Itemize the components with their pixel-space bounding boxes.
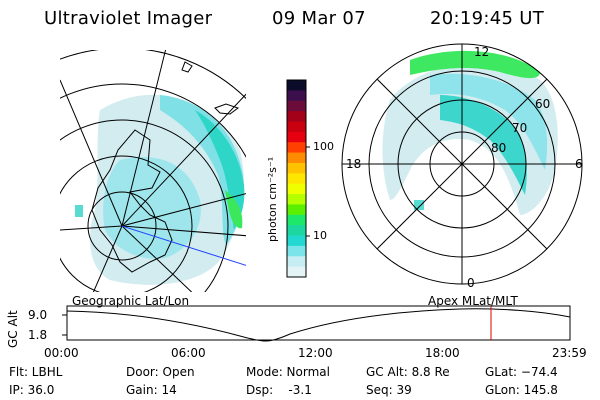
timeline-title-left: Geographic Lat/Lon <box>72 294 190 308</box>
colorbar-band <box>287 131 306 143</box>
timeline-xtick-1200: 12:00 <box>298 346 333 360</box>
colorbar-tick-100: 100 <box>313 140 334 153</box>
mlat-label-60: 60 <box>535 97 551 111</box>
colorbar-band <box>287 111 306 123</box>
colorbar-band <box>287 245 306 257</box>
aurora-emission-geo <box>75 94 245 285</box>
timeline-xtick-1800: 18:00 <box>425 346 460 360</box>
status-filter: Flt: LBHL <box>9 365 63 379</box>
colorbar-band <box>287 204 306 216</box>
colorbar-band <box>287 256 306 268</box>
colorbar-band <box>287 214 306 226</box>
colorbar-band <box>287 173 306 185</box>
colorbar-band <box>287 266 306 278</box>
timeline-xtick-2359: 23:59 <box>552 346 587 360</box>
colorbar-band <box>287 162 306 174</box>
timeline-xtick-0600: 06:00 <box>171 346 206 360</box>
status-gain: Gain: 14 <box>126 383 177 397</box>
colorbar-band <box>287 100 306 112</box>
colorbar-band <box>287 80 306 91</box>
mlat-label-70: 70 <box>512 121 528 135</box>
colorbar-band <box>287 121 306 133</box>
timeline-xtick-0000: 00:00 <box>44 346 79 360</box>
date-label: 09 Mar 07 <box>272 8 366 29</box>
mlt-label-6: 6 <box>575 157 583 171</box>
timeline-y-top: 9.0 <box>28 308 48 322</box>
colorbar-band <box>287 142 306 154</box>
status-dsp: Dsp: -3.1 <box>246 383 312 397</box>
colorbar-band <box>287 235 306 247</box>
colorbar-band <box>287 183 306 195</box>
colorbar-unit-label: photon cm⁻²s⁻¹ <box>266 156 279 242</box>
noon-meridian-line <box>121 225 246 266</box>
polar-plot <box>341 43 583 285</box>
status-gc-alt: GC Alt: 8.8 Re <box>366 365 450 379</box>
instrument-title: Ultraviolet Imager <box>44 8 213 29</box>
colorbar <box>286 79 310 278</box>
altitude-curve <box>66 308 571 342</box>
status-glon: GLon: 145.8 <box>485 383 558 397</box>
colorbar-band <box>287 225 306 237</box>
status-ip: IP: 36.0 <box>9 383 55 397</box>
colorbar-band <box>287 152 306 164</box>
mlt-label-18: 18 <box>346 157 362 171</box>
colorbar-tick-10: 10 <box>313 229 327 242</box>
status-seq: Seq: 39 <box>366 383 412 397</box>
colorbar-band <box>287 90 306 102</box>
time-label: 20:19:45 UT <box>430 8 545 29</box>
mlat-label-80: 80 <box>491 141 507 155</box>
timeline-y-bottom: 1.8 <box>28 328 48 342</box>
mlt-label-0: 0 <box>467 276 475 290</box>
timeline-plot <box>62 305 571 342</box>
status-door: Door: Open <box>126 365 195 379</box>
mlt-label-12: 12 <box>474 45 490 59</box>
geographic-map <box>60 50 246 292</box>
timeline-yaxis-label: GC Alt <box>6 310 20 348</box>
status-mode: Mode: Normal <box>246 365 330 379</box>
timeline-title-right: Apex MLat/MLT <box>428 294 518 308</box>
status-glat: GLat: −74.4 <box>485 365 558 379</box>
colorbar-band <box>287 194 306 206</box>
